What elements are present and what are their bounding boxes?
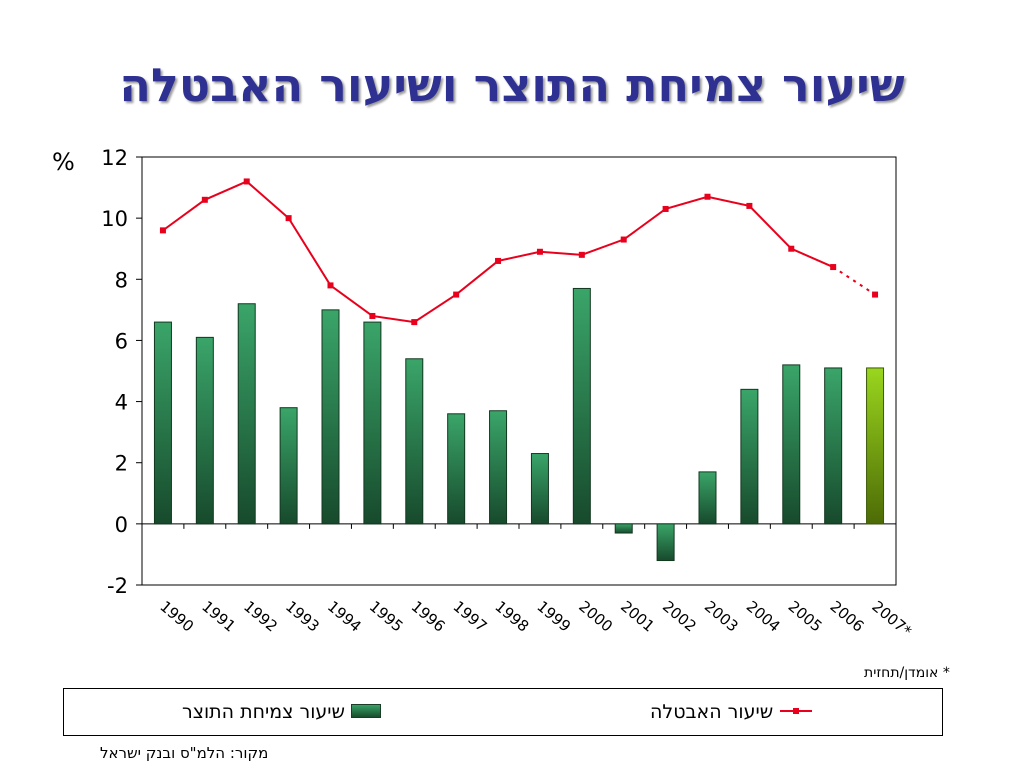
y-tick-label: -2 <box>107 574 128 598</box>
y-axis-unit-label: % <box>52 148 75 176</box>
bar <box>866 367 885 525</box>
source-note: מקור: הלמ"ס ובנק ישראל <box>100 744 269 762</box>
unemployment-point <box>536 248 543 255</box>
unemployment-point <box>327 282 334 289</box>
bar <box>405 358 424 525</box>
x-tick-label: 2003 <box>701 597 742 635</box>
y-tick-label: 10 <box>101 207 128 231</box>
unemployment-point <box>788 245 795 252</box>
legend-label-gdp: שיעור צמיחת התוצר <box>182 701 345 723</box>
footnote: * אומדן/תחזית <box>864 665 950 681</box>
bar <box>656 523 675 562</box>
x-tick-label: 1999 <box>533 597 574 635</box>
y-tick-label: 6 <box>115 329 128 353</box>
legend-item-gdp: שיעור צמיחת התוצר <box>182 700 381 724</box>
bar <box>740 388 759 525</box>
bar <box>237 303 256 525</box>
unemployment-point <box>704 193 711 200</box>
unemployment-point <box>201 196 208 203</box>
bar <box>698 471 717 525</box>
bar <box>153 321 172 525</box>
y-tick-label: 4 <box>115 391 128 415</box>
legend-line-swatch <box>779 701 813 723</box>
unemployment-point <box>872 291 879 298</box>
legend-label-unemployment: שיעור האבטלה <box>650 701 774 723</box>
slide-title: שיעור צמיחת התוצר ושיעור האבטלה <box>119 58 905 112</box>
bar <box>489 410 508 525</box>
bar <box>530 453 549 525</box>
unemployment-point <box>285 215 292 222</box>
bar <box>195 336 214 525</box>
legend-item-unemployment: שיעור האבטלה <box>650 700 813 724</box>
x-tick-label: 1992 <box>240 597 281 635</box>
legend: שיעור צמיחת התוצר שיעור האבטלה <box>63 688 943 736</box>
bar <box>782 364 801 525</box>
x-tick-label: 1995 <box>366 597 407 635</box>
x-tick-label: 1997 <box>450 597 491 635</box>
bar <box>363 321 382 525</box>
legend-bar-swatch <box>350 701 381 723</box>
x-tick-label: 2005 <box>785 597 826 635</box>
x-tick-label: 2001 <box>617 597 658 635</box>
x-tick-label: 2000 <box>575 597 616 635</box>
x-tick-label: 1991 <box>198 597 239 635</box>
unemployment-point <box>746 202 753 209</box>
y-tick-label: 12 <box>101 146 128 170</box>
unemployment-point <box>830 264 837 271</box>
unemployment-point <box>662 205 669 212</box>
unemployment-point <box>620 236 627 243</box>
bar <box>279 407 298 525</box>
unemployment-point <box>243 178 250 185</box>
unemployment-point <box>453 291 460 298</box>
x-tick-label: 2006 <box>827 597 868 635</box>
x-tick-label: 1993 <box>282 597 323 635</box>
x-tick-label: 1998 <box>491 597 532 635</box>
bar <box>447 413 466 525</box>
x-tick-label: 2002 <box>659 597 700 635</box>
y-tick-label: 0 <box>115 513 128 537</box>
bar <box>572 287 591 525</box>
x-tick-label: 1990 <box>156 597 197 635</box>
x-tick-label: 2007* <box>868 597 915 640</box>
unemployment-forecast-line <box>832 266 876 296</box>
unemployment-point <box>159 227 166 234</box>
x-tick-label: 1996 <box>408 597 449 635</box>
bar <box>321 309 340 525</box>
unemployment-point <box>411 319 418 326</box>
unemployment-point <box>495 257 502 264</box>
y-tick-label: 8 <box>115 268 128 292</box>
bar <box>614 523 633 534</box>
bar <box>824 367 843 525</box>
unemployment-point <box>578 251 585 258</box>
x-tick-label: 2004 <box>743 597 784 635</box>
y-tick-label: 2 <box>115 452 128 476</box>
unemployment-point <box>369 312 376 319</box>
x-tick-label: 1994 <box>324 597 365 635</box>
